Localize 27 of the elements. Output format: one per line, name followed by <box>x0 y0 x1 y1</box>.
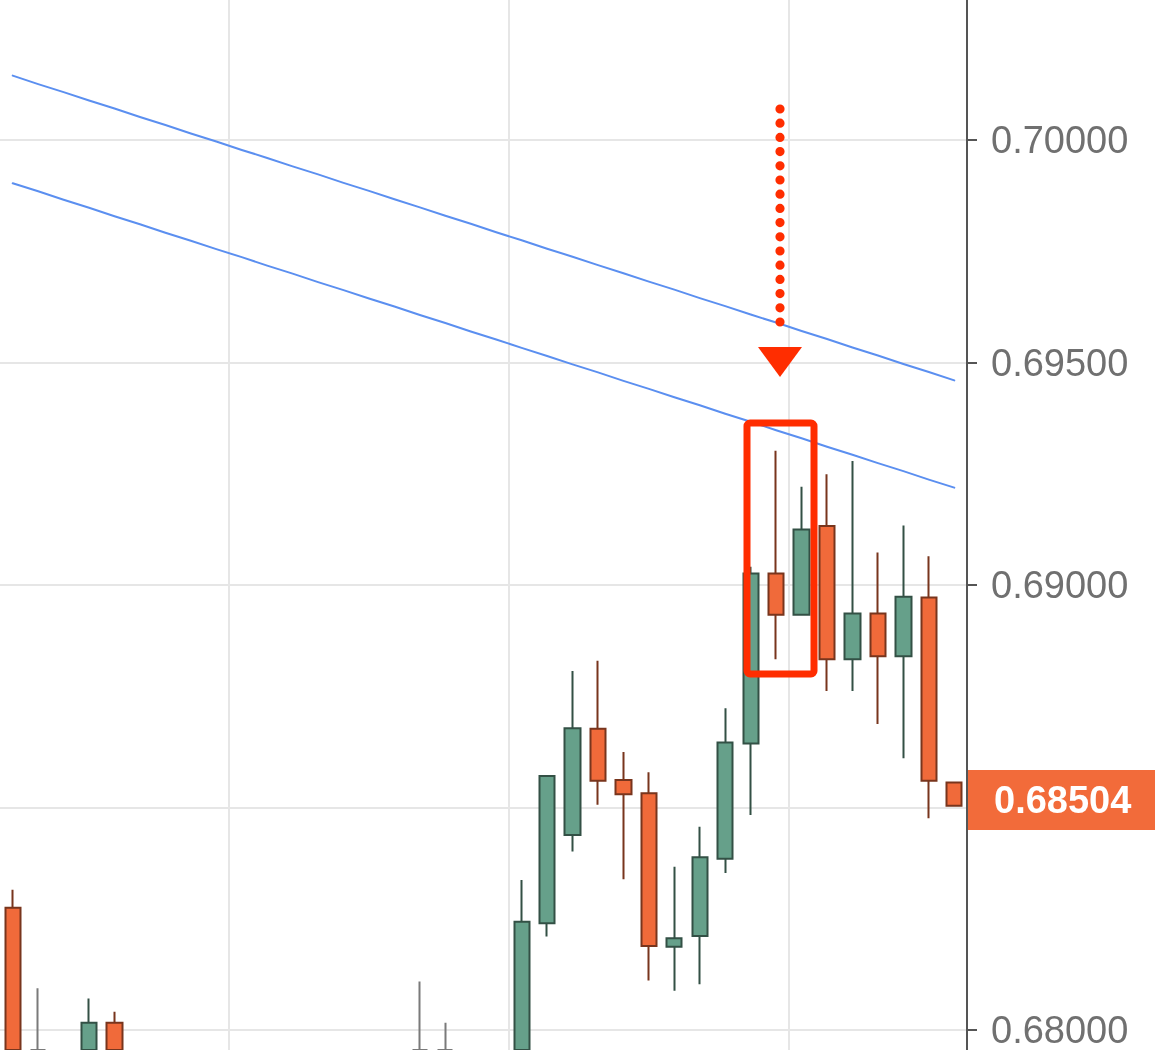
y-tick-label: 0.68000 <box>991 1008 1129 1050</box>
price-tag: 0.68504 <box>968 770 1155 830</box>
candlestick <box>614 750 633 881</box>
candlestick <box>665 865 683 992</box>
y-tick-label: 0.69000 <box>991 564 1129 607</box>
candlestick <box>105 1010 124 1050</box>
candlestick <box>538 774 556 938</box>
y-tick-label: 0.69500 <box>991 341 1129 384</box>
candlestick <box>716 707 734 874</box>
candlestick <box>563 669 582 853</box>
candlestick <box>4 888 22 1050</box>
candlestick <box>843 459 862 692</box>
candlestick <box>80 997 98 1050</box>
candlestick <box>513 879 531 1050</box>
candlestick <box>894 524 913 760</box>
candlestick <box>792 485 811 616</box>
candlestick <box>920 555 938 820</box>
candlestick <box>767 449 785 661</box>
y-tick-label: 0.70000 <box>991 119 1129 162</box>
candlestick <box>945 781 963 807</box>
line-series <box>11 182 956 489</box>
line-series <box>11 74 956 382</box>
candlestick <box>818 473 836 692</box>
candlestick <box>691 825 709 986</box>
candlestick <box>869 551 887 725</box>
candlestick <box>640 771 658 982</box>
candlestick <box>589 659 607 806</box>
